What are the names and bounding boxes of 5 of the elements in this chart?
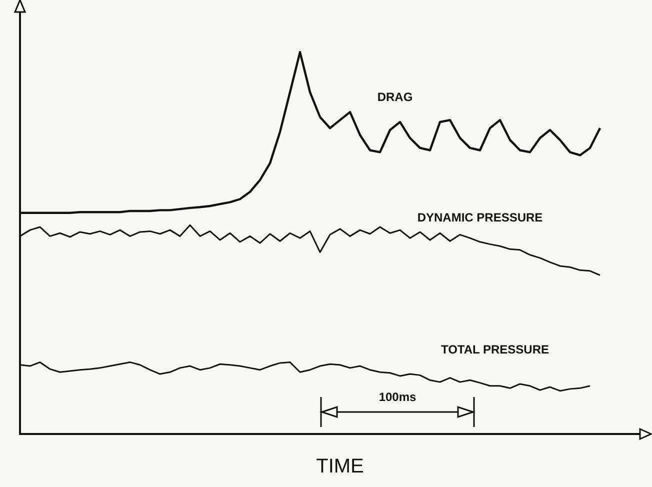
series-label: TOTAL PRESSURE xyxy=(440,342,550,356)
series-label: DRAG xyxy=(377,90,413,104)
series-label: DYNAMIC PRESSURE xyxy=(417,210,543,225)
annotation: 100ms xyxy=(378,390,417,404)
x-axis-title: TIME xyxy=(316,456,364,478)
